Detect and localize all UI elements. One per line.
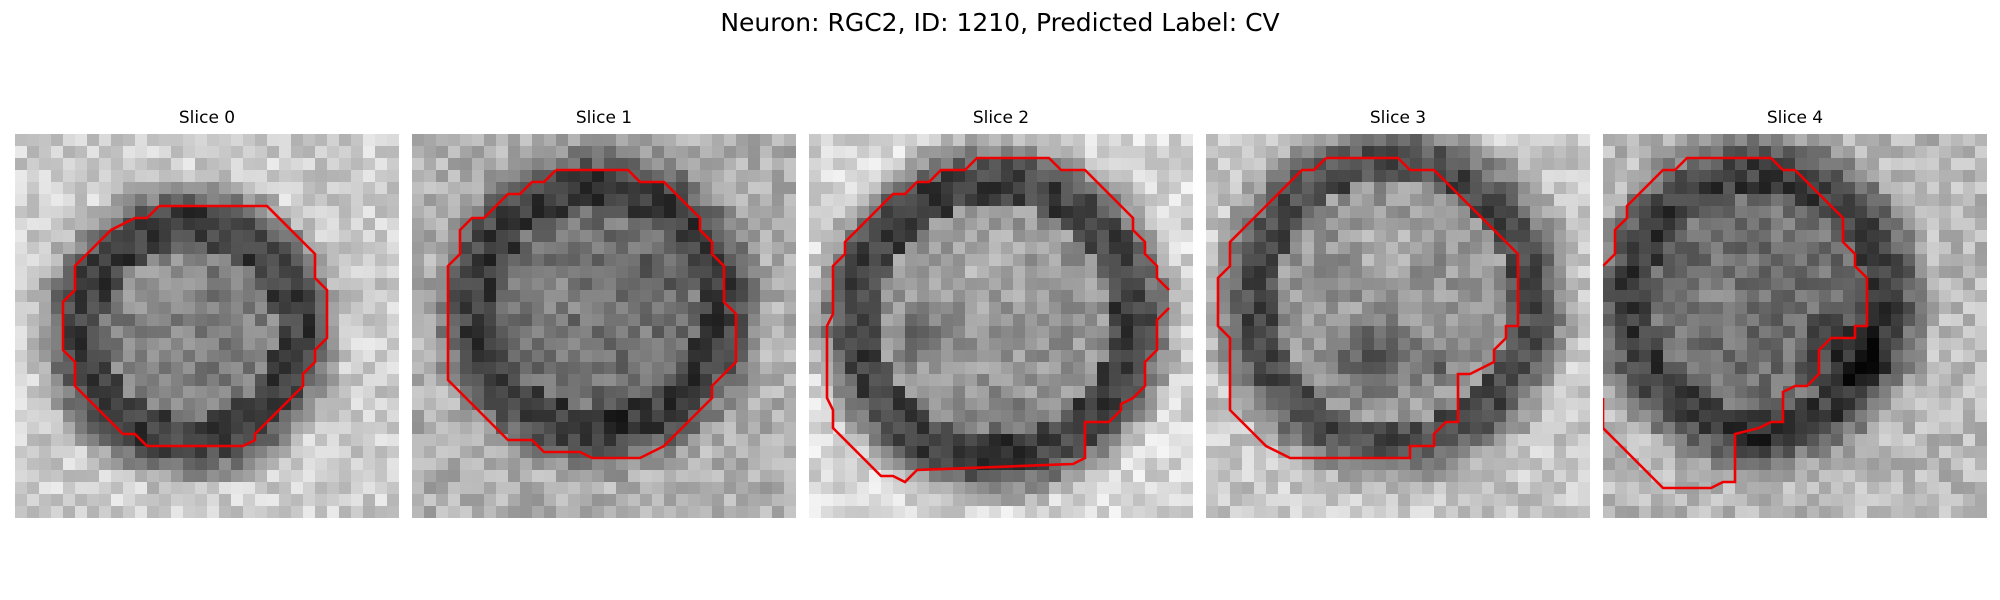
- slice-panel-1: Slice 1: [412, 106, 796, 518]
- slice-panel-0: Slice 0: [15, 106, 399, 518]
- slice-title: Slice 0: [178, 108, 236, 128]
- contour-line: [61, 204, 329, 448]
- microscopy-image: [412, 134, 796, 518]
- segmentation-contour: [61, 204, 329, 448]
- contour-line: [1603, 156, 1869, 490]
- segmentation-contour: [1216, 156, 1520, 460]
- slice-panel-2: Slice 2: [809, 106, 1193, 518]
- microscopy-image: [809, 134, 1193, 518]
- microscopy-image: [15, 134, 399, 518]
- slice-title: Slice 4: [1766, 108, 1824, 128]
- slice-title: Slice 1: [575, 108, 633, 128]
- segmentation-contour: [1603, 156, 1869, 490]
- figure-title: Neuron: RGC2, ID: 1210, Predicted Label:…: [720, 8, 1280, 37]
- contour-line: [446, 168, 738, 460]
- microscopy-image: [1603, 134, 1987, 518]
- slice-title: Slice 3: [1369, 108, 1427, 128]
- slice-panel-4: Slice 4: [1603, 106, 1987, 518]
- segmentation-contour: [446, 168, 738, 460]
- slice-title: Slice 2: [972, 108, 1030, 128]
- contour-line: [1216, 156, 1520, 460]
- contour-line: [1603, 156, 1699, 267]
- contour-line: [825, 156, 1170, 484]
- microscopy-image: [1206, 134, 1590, 518]
- contour-line: [1001, 156, 1170, 291]
- segmentation-contour: [825, 156, 1170, 484]
- slice-panel-3: Slice 3: [1206, 106, 1590, 518]
